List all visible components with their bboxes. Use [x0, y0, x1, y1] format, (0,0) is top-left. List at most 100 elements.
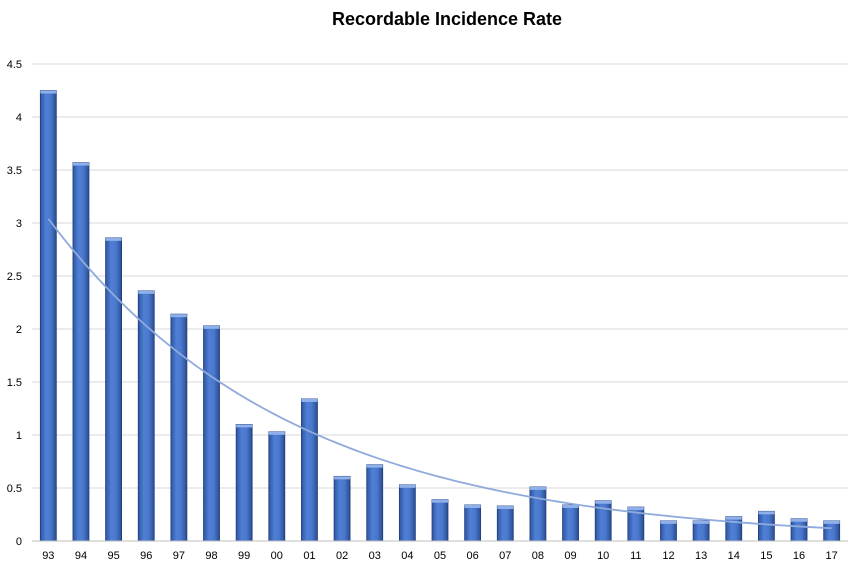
- bar: [496, 505, 514, 542]
- bar: [627, 506, 645, 542]
- bar-cap: [170, 314, 187, 318]
- x-axis-ticks: 93 94 95 96 97 98 99 00 01 02 03 04 05 06 07 08 09 10 11 12…: [42, 550, 838, 562]
- bar: [398, 484, 416, 542]
- bar-body: [39, 90, 57, 542]
- x-tick-label: 08: [532, 550, 544, 562]
- bar-cap: [758, 511, 775, 515]
- y-tick-label: 0: [16, 536, 22, 548]
- bar-cap: [432, 499, 448, 503]
- bar: [529, 486, 547, 542]
- bar-cap: [268, 431, 285, 435]
- bar-cap: [40, 90, 57, 94]
- x-tick-label: 97: [173, 550, 185, 562]
- x-tick-label: 09: [564, 550, 576, 562]
- bar-cap: [203, 325, 220, 329]
- x-tick-label: 94: [75, 550, 87, 562]
- x-tick-label: 03: [369, 550, 381, 562]
- bar: [660, 520, 677, 542]
- bar: [268, 431, 286, 542]
- bar-cap: [823, 520, 840, 524]
- bar-body: [562, 504, 579, 542]
- trendline: [47, 218, 832, 530]
- bar: [72, 162, 90, 542]
- bar-body: [333, 475, 351, 542]
- x-tick-label: 12: [662, 550, 674, 562]
- x-tick-label: 05: [434, 550, 446, 562]
- bar-body: [268, 431, 286, 542]
- bar: [203, 325, 220, 542]
- x-tick-label: 15: [760, 550, 772, 562]
- bar-body: [137, 290, 155, 542]
- bar-cap: [399, 484, 416, 488]
- x-tick-label: 98: [205, 550, 217, 562]
- bar-body: [725, 516, 743, 542]
- x-tick-label: 04: [401, 550, 413, 562]
- bar: [790, 518, 808, 542]
- bar: [823, 520, 841, 542]
- bar: [105, 237, 122, 542]
- bar: [235, 423, 253, 542]
- x-tick-label: 13: [695, 550, 707, 562]
- y-tick-label: 4: [16, 112, 22, 124]
- bar-cap: [301, 398, 318, 402]
- y-tick-label: 4.5: [7, 59, 22, 71]
- x-tick-label: 01: [303, 550, 315, 562]
- bar: [692, 520, 710, 542]
- trendline-layer: [47, 218, 832, 530]
- bar-body: [398, 484, 416, 542]
- bar: [137, 290, 155, 542]
- x-tick-label: 99: [238, 550, 250, 562]
- bar: [333, 475, 351, 542]
- bar-body: [301, 398, 318, 542]
- gridlines: [32, 63, 848, 489]
- x-tick-label: 96: [140, 550, 152, 562]
- x-tick-label: 11: [630, 550, 641, 562]
- bar-cap: [105, 237, 122, 241]
- bar-body: [464, 504, 482, 542]
- chart-title: Recordable Incidence Rate: [332, 9, 562, 29]
- bar: [464, 504, 482, 542]
- x-tick-label: 14: [728, 550, 740, 562]
- bar-cap: [725, 516, 742, 520]
- bar-cap: [562, 504, 579, 508]
- x-tick-label: 00: [271, 550, 283, 562]
- x-tick-label: 10: [597, 550, 609, 562]
- x-tick-label: 02: [336, 550, 348, 562]
- bar-cap: [334, 476, 351, 480]
- y-axis-ticks: 0 0.5 1 1.5 2 2.5 3 3.5 4 4.5: [7, 59, 22, 548]
- bar-cap: [627, 507, 644, 511]
- y-tick-label: 1.5: [7, 377, 22, 389]
- bar-body: [105, 237, 122, 542]
- bars: [39, 90, 841, 542]
- y-tick-label: 3.5: [7, 165, 22, 177]
- y-tick-label: 0.5: [7, 483, 22, 495]
- bar-body: [431, 499, 449, 542]
- bar-cap: [72, 162, 89, 166]
- x-tick-label: 16: [793, 550, 805, 562]
- x-tick-label: 07: [499, 550, 511, 562]
- bar-cap: [660, 520, 677, 524]
- bar-body: [496, 505, 514, 542]
- bar-body: [366, 464, 384, 542]
- x-tick-label: 17: [826, 550, 838, 562]
- bar-cap: [464, 504, 481, 508]
- y-tick-label: 1: [16, 430, 22, 442]
- bar: [725, 516, 743, 542]
- bar-cap: [529, 486, 546, 490]
- bar-cap: [236, 424, 253, 428]
- bar-body: [660, 520, 677, 542]
- x-tick-label: 06: [467, 550, 479, 562]
- bar-cap: [497, 506, 514, 510]
- bar-body: [692, 520, 710, 542]
- x-tick-label: 95: [107, 550, 119, 562]
- y-tick-label: 2.5: [7, 271, 22, 283]
- bar: [562, 504, 579, 542]
- bar-cap: [791, 518, 808, 522]
- bar-cap: [595, 500, 612, 504]
- bar-cap: [693, 520, 710, 524]
- bar: [431, 499, 449, 542]
- bar-cap: [366, 464, 383, 468]
- bar-body: [235, 423, 253, 542]
